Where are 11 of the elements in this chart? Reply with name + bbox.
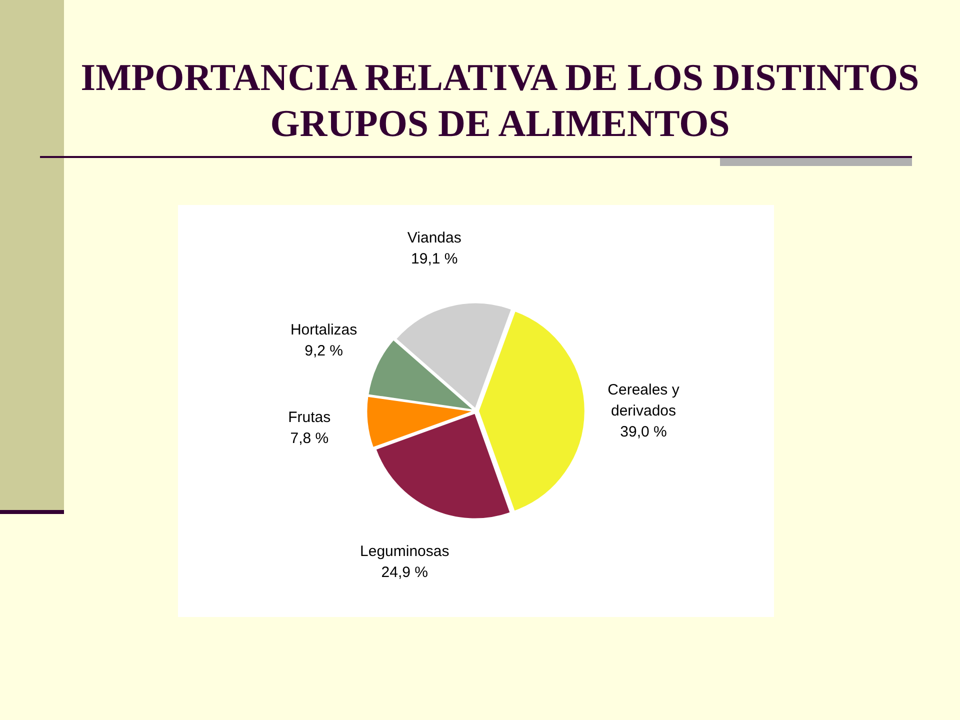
chart-title: IMPORTANCIA RELATIVA DE LOS DISTINTOS GRUPOS DE ALIMENTOS [80,56,920,147]
slice-label: Hortalizas [290,322,358,339]
slice-label: Viandas [407,229,462,246]
data-label: 9,2 % [304,342,343,360]
data-label: 7,8 % [290,430,329,447]
data-label: 19,1 % [411,250,458,268]
slice-label: Leguminosas [360,543,450,560]
data-label: 24,9 % [381,564,428,582]
data-label: 39,0 % [620,424,667,441]
slice-label: Cereales y derivados [608,382,680,420]
slice-label: Frutas [288,408,331,426]
